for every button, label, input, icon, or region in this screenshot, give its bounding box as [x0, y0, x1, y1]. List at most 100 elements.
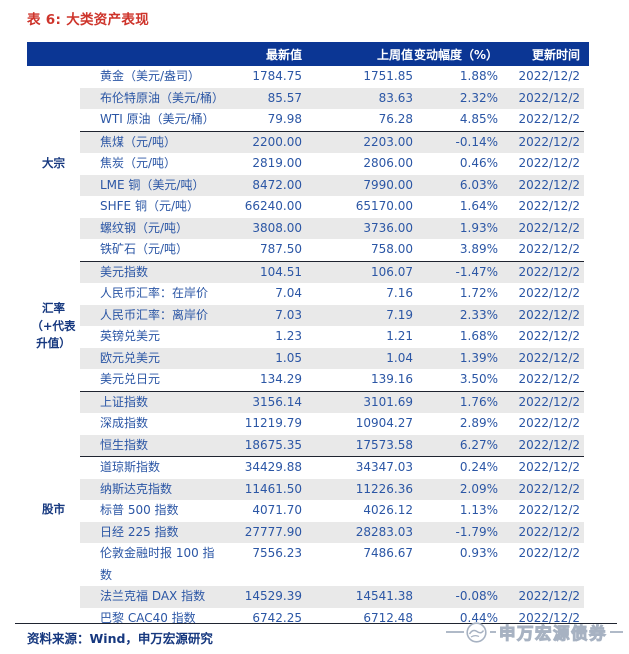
change-percent-value: 1.88%: [459, 69, 498, 83]
table-row: 伦敦金融时报 100 指数 7556.23 7486.67 0.93% 2022/12/…: [80, 543, 584, 586]
previous-week-value: 14541.38: [355, 589, 413, 603]
previous-week-value: 17573.58: [355, 437, 413, 452]
watermark-text: 申万宏源债券: [499, 624, 607, 644]
update-date: 2022/12/2: [518, 437, 580, 452]
latest-value: 27777.90: [244, 524, 302, 539]
change-percent-value: 1.93%: [459, 220, 498, 235]
table-row: 黄金（美元/盎司） 1784.75 1751.85 1.88% 2022/12/2: [80, 66, 584, 88]
asset-name: 焦煤（元/吨）: [100, 134, 177, 149]
asset-name: 恒生指数: [100, 437, 149, 452]
asset-name: 法兰克福 DAX 指数: [100, 589, 206, 603]
change-percent-value: 1.76%: [459, 394, 498, 409]
table-row: 铁矿石（元/吨） 787.50 758.00 3.89% 2022/12/2: [80, 239, 584, 261]
change-percent-value: 2.09%: [459, 481, 498, 496]
table-caption: 表 6: 大类资产表现: [27, 12, 149, 28]
asset-name: 铁矿石（元/吨）: [100, 242, 189, 256]
previous-week-value: 2806.00: [363, 156, 413, 170]
table-section: 大宗 黄金（美元/盎司） 1784.75 1751.85 1.88% 2022/12/2 布…: [27, 66, 589, 262]
header-change-percent: 变动幅度（%）: [413, 47, 498, 62]
previous-week-value: 1.04: [386, 350, 413, 365]
watermark-left-line: [446, 631, 464, 633]
change-percent-value: 3.50%: [459, 372, 498, 386]
asset-name: 焦炭（元/吨）: [100, 156, 177, 170]
previous-week-value: 2203.00: [363, 134, 413, 149]
change-percent-value: 2.32%: [459, 90, 498, 105]
table-row: 人民币汇率：在岸价 7.04 7.16 1.72% 2022/12/2: [80, 283, 584, 305]
previous-week-value: 139.16: [371, 372, 413, 386]
update-date: 2022/12/2: [518, 220, 580, 235]
table-section: 股市 上证指数 3156.14 3101.69 1.76% 2022/12/2 深成指数 11…: [27, 391, 589, 630]
asset-name: 巴黎 CAC40 指数: [100, 610, 196, 625]
change-percent-value: 2.89%: [459, 416, 498, 430]
header-latest-value: 最新值: [265, 47, 302, 62]
asset-name: 道琼斯指数: [100, 460, 161, 474]
previous-week-value: 65170.00: [355, 199, 413, 213]
change-percent-value: 1.64%: [459, 199, 498, 213]
table-row: 恒生指数 18675.35 17573.58 6.27% 2022/12/2: [80, 434, 584, 456]
table-header-row: 最新值 上周值 变动幅度（%） 更新时间: [27, 42, 589, 66]
table-section: 汇率（+代表升值） 美元指数 104.51 106.07 -1.47% 2022/12/2…: [27, 261, 589, 392]
latest-value: 2200.00: [252, 134, 302, 149]
table-row: 巴黎 CAC40 指数 6742.25 6712.48 0.44% 2022/12/2: [80, 608, 584, 630]
change-percent-value: 0.46%: [459, 156, 498, 170]
latest-value: 11219.79: [244, 416, 302, 430]
change-percent-value: 1.68%: [459, 329, 498, 343]
asset-name: 英镑兑美元: [100, 329, 161, 343]
latest-value: 7.04: [275, 286, 302, 300]
table-row: 纳斯达克指数 11461.50 11226.36 2.09% 2022/12/2: [80, 478, 584, 500]
asset-performance-table: 最新值 上周值 变动幅度（%） 更新时间 大宗 黄金（美元/盎司） 1784.75 1…: [27, 42, 589, 629]
update-date: 2022/12/2: [518, 394, 580, 409]
previous-week-value: 3101.69: [363, 394, 413, 409]
row-group: 黄金（美元/盎司） 1784.75 1751.85 1.88% 2022/12/2 布伦特…: [80, 66, 584, 132]
asset-name: 黄金（美元/盎司）: [100, 69, 201, 83]
latest-value: 104.51: [260, 264, 302, 279]
table-row: 焦煤（元/吨） 2200.00 2203.00 -0.14% 2022/12/2: [80, 131, 584, 153]
table-row: 日经 225 指数 27777.90 28283.03 -1.79% 2022/12/2: [80, 521, 584, 543]
latest-value: 1.05: [275, 350, 302, 365]
change-percent-value: 1.39%: [459, 350, 498, 365]
watermark-right-line: [610, 631, 623, 633]
category-label: 汇率（+代表升值）: [31, 300, 76, 351]
update-date: 2022/12/2: [518, 546, 580, 560]
header-previous-week-value: 上周值: [376, 47, 413, 62]
table-row: 法兰克福 DAX 指数 14529.39 14541.38 -0.08% 2022/12…: [80, 586, 584, 608]
header-update-date: 更新时间: [531, 47, 580, 62]
asset-name: WTI 原油（美元/桶）: [100, 112, 215, 126]
change-percent-value: -0.08%: [455, 589, 498, 603]
row-group: 上证指数 3156.14 3101.69 1.76% 2022/12/2 深成指数 1121…: [80, 391, 584, 457]
change-percent-value: 2.33%: [459, 307, 498, 322]
asset-name: 日经 225 指数: [100, 524, 179, 539]
update-date: 2022/12/2: [518, 460, 580, 474]
update-date: 2022/12/2: [518, 286, 580, 300]
update-date: 2022/12/2: [518, 307, 580, 322]
previous-week-value: 34347.03: [355, 460, 413, 474]
row-group: 道琼斯指数 34429.88 34347.03 0.24% 2022/12/2 纳斯达克指…: [80, 457, 584, 629]
section-rows: 美元指数 104.51 106.07 -1.47% 2022/12/2 人民币汇率：在岸价…: [80, 261, 584, 392]
latest-value: 3808.00: [252, 220, 302, 235]
row-group: 焦煤（元/吨） 2200.00 2203.00 -0.14% 2022/12/2 焦炭（元…: [80, 131, 584, 261]
change-percent-value: -1.47%: [455, 264, 498, 279]
previous-week-value: 10904.27: [355, 416, 413, 430]
change-percent-value: 0.44%: [459, 610, 498, 625]
previous-week-value: 83.63: [378, 90, 413, 105]
bottom-rule: [15, 623, 617, 624]
latest-value: 7.03: [275, 307, 302, 322]
asset-name: 美元兑日元: [100, 372, 161, 386]
asset-name: 美元指数: [100, 264, 149, 279]
update-date: 2022/12/2: [518, 134, 580, 149]
update-date: 2022/12/2: [518, 264, 580, 279]
previous-week-value: 7990.00: [363, 177, 413, 192]
asset-name: 深成指数: [100, 416, 149, 430]
table-row: 螺纹钢（元/吨） 3808.00 3736.00 1.93% 2022/12/2: [80, 217, 584, 239]
previous-week-value: 6712.48: [363, 610, 413, 625]
latest-value: 3156.14: [252, 394, 302, 409]
asset-name: 布伦特原油（美元/桶）: [100, 90, 225, 105]
change-percent-value: 0.93%: [459, 546, 498, 560]
table-row: 焦炭（元/吨） 2819.00 2806.00 0.46% 2022/12/2: [80, 153, 584, 175]
previous-week-value: 758.00: [371, 242, 413, 256]
previous-week-value: 3736.00: [363, 220, 413, 235]
latest-value: 7556.23: [252, 546, 302, 560]
previous-week-value: 28283.03: [355, 524, 413, 539]
category-label: 大宗: [42, 155, 65, 170]
table-row: 布伦特原油（美元/桶） 85.57 83.63 2.32% 2022/12/2: [80, 87, 584, 109]
